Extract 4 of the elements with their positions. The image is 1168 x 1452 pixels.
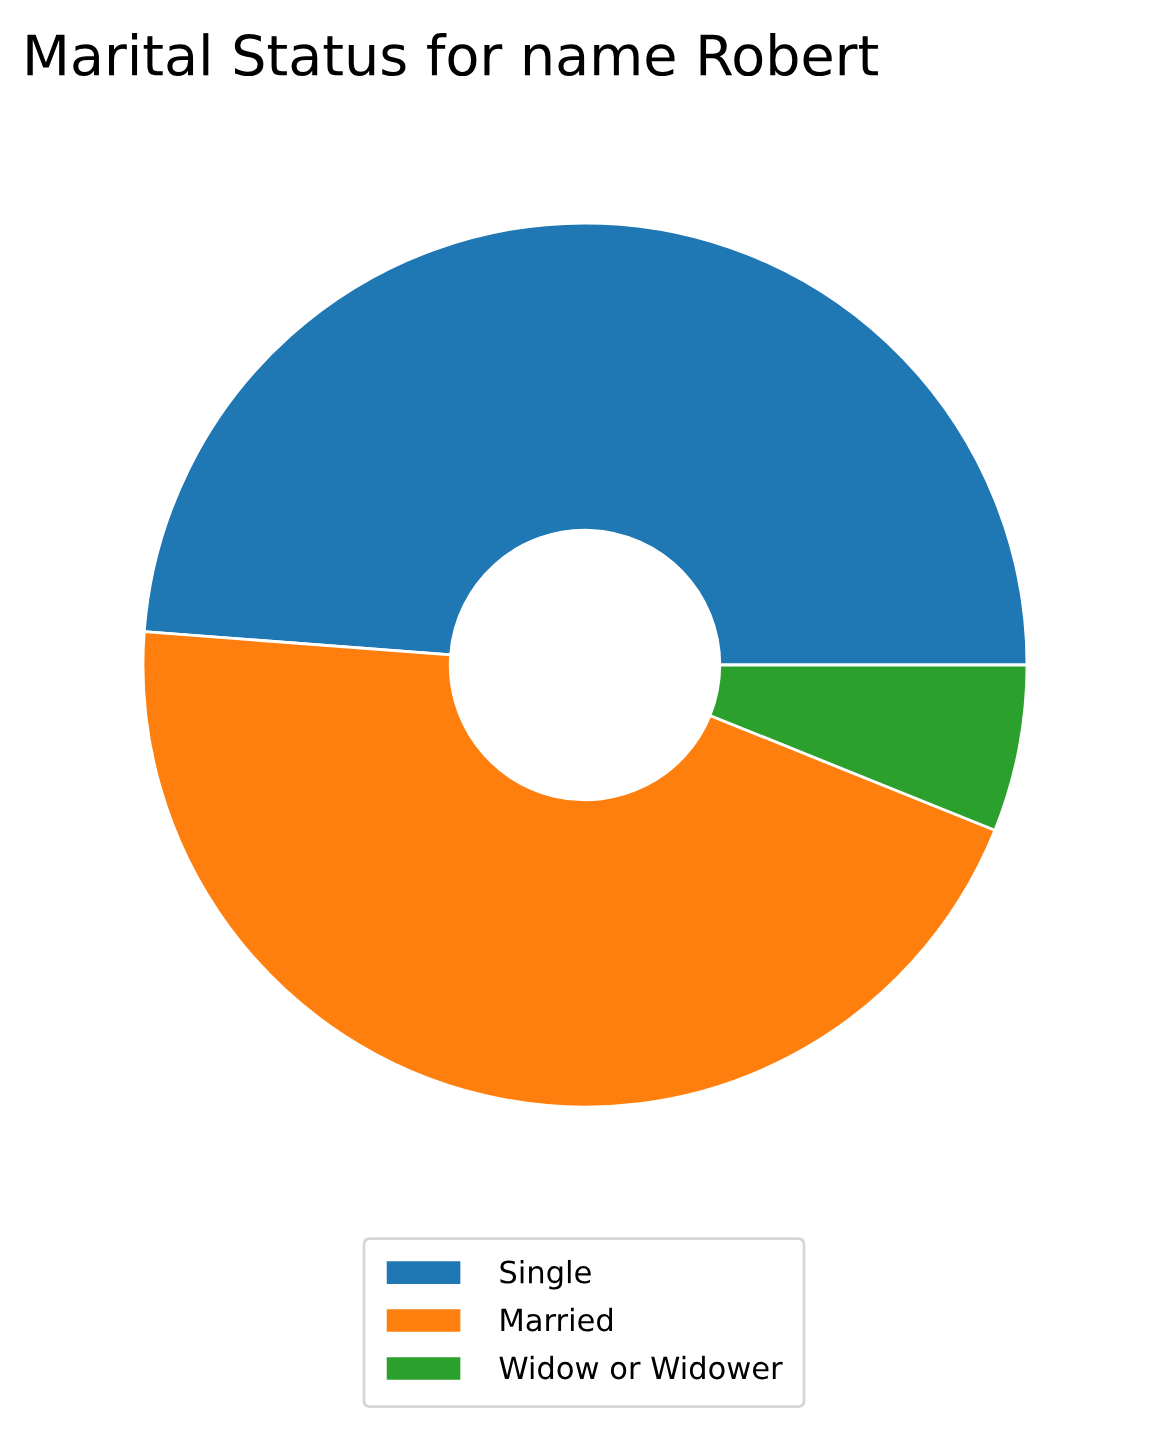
legend-label: Married — [501, 1307, 612, 1332]
legend-label: Single — [500, 1259, 591, 1290]
chart-title: Marital Status for name Robert — [27, 33, 878, 77]
legend-label: Widow or Widower — [499, 1355, 783, 1380]
